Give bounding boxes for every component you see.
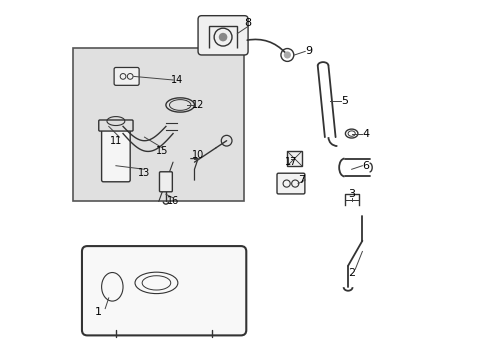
Text: 10: 10 xyxy=(192,150,204,160)
Text: 13: 13 xyxy=(138,168,150,178)
Text: 14: 14 xyxy=(170,75,183,85)
Text: 12: 12 xyxy=(191,100,204,110)
Text: 5: 5 xyxy=(340,96,347,107)
Circle shape xyxy=(283,51,290,59)
FancyBboxPatch shape xyxy=(159,172,172,192)
FancyBboxPatch shape xyxy=(99,120,133,131)
Text: 3: 3 xyxy=(347,189,354,199)
Text: 11: 11 xyxy=(109,136,122,146)
Text: 9: 9 xyxy=(305,46,312,57)
Text: 4: 4 xyxy=(362,129,369,139)
Text: 1: 1 xyxy=(94,307,102,317)
FancyBboxPatch shape xyxy=(198,16,247,55)
Text: 17: 17 xyxy=(284,157,297,167)
Text: 6: 6 xyxy=(362,161,369,171)
FancyBboxPatch shape xyxy=(114,67,139,85)
FancyBboxPatch shape xyxy=(286,151,302,166)
Text: 7: 7 xyxy=(298,175,305,185)
FancyBboxPatch shape xyxy=(276,173,304,194)
Text: 2: 2 xyxy=(347,268,354,278)
Text: 15: 15 xyxy=(156,147,168,157)
Bar xyxy=(73,48,244,202)
Text: 16: 16 xyxy=(166,197,179,206)
FancyBboxPatch shape xyxy=(102,128,130,182)
Circle shape xyxy=(218,33,227,41)
FancyBboxPatch shape xyxy=(82,246,246,336)
Text: 8: 8 xyxy=(244,18,251,28)
